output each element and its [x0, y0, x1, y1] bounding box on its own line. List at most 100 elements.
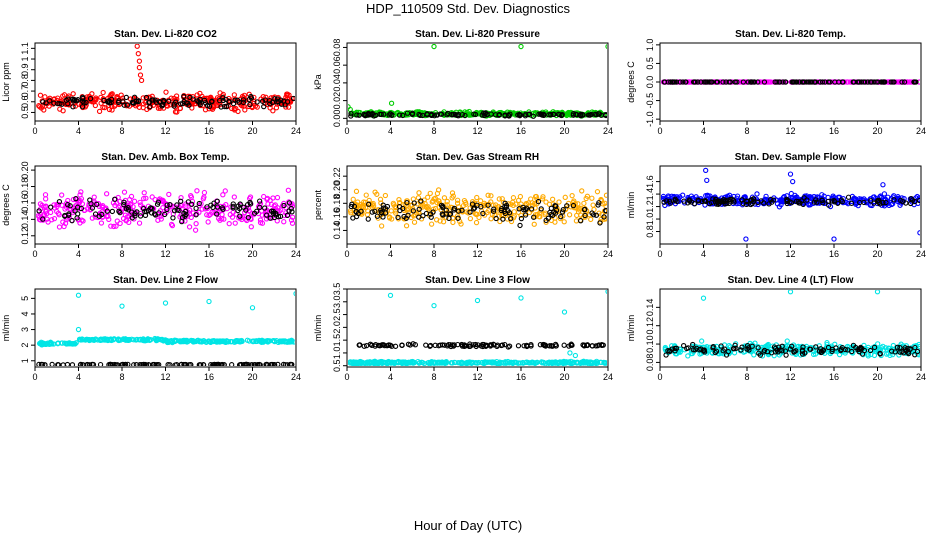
- data-point: [137, 361, 143, 366]
- y-tick-label: 0.8: [645, 225, 655, 238]
- data-point: [880, 182, 886, 188]
- data-point: [78, 205, 84, 212]
- data-point: [480, 110, 487, 116]
- data-point: [806, 202, 812, 208]
- data-point: [469, 201, 476, 207]
- data-point: [144, 337, 150, 343]
- data-point: [584, 193, 591, 199]
- data-point: [699, 338, 705, 344]
- y-tick-label: 3.0: [332, 296, 342, 309]
- data-points: [661, 79, 920, 85]
- data-point: [776, 352, 782, 358]
- x-tick-label: 20: [247, 126, 257, 136]
- data-point: [163, 89, 169, 95]
- data-point: [284, 91, 290, 97]
- y-tick-label: 3.5: [332, 283, 342, 296]
- data-point: [216, 338, 223, 344]
- data-point: [425, 194, 431, 200]
- data-point: [587, 359, 593, 365]
- y-axis-label: degrees C: [1, 184, 11, 226]
- data-point: [89, 97, 95, 103]
- data-point: [248, 224, 254, 230]
- data-point: [883, 199, 889, 206]
- data-point: [744, 342, 751, 349]
- data-point: [871, 352, 878, 359]
- data-point: [532, 193, 539, 200]
- data-point: [42, 192, 49, 198]
- data-point: [809, 79, 815, 85]
- data-point: [123, 94, 129, 101]
- data-point: [714, 79, 721, 85]
- data-point: [411, 200, 417, 206]
- data-point: [718, 343, 724, 349]
- data-point: [604, 360, 607, 366]
- data-point: [286, 200, 293, 206]
- data-point: [141, 190, 147, 196]
- data-point: [135, 51, 141, 57]
- data-point: [382, 192, 389, 199]
- data-point: [206, 103, 213, 110]
- y-tick-label: 0.14: [645, 299, 655, 317]
- data-point: [507, 111, 513, 117]
- data-point: [265, 201, 271, 207]
- data-point: [249, 305, 256, 311]
- data-point: [572, 111, 579, 117]
- data-point: [703, 167, 709, 174]
- data-point: [97, 337, 103, 343]
- data-point: [120, 361, 126, 366]
- data-point: [807, 346, 813, 352]
- data-point: [787, 346, 793, 352]
- data-point: [196, 362, 202, 366]
- data-point: [442, 360, 448, 366]
- data-point: [912, 352, 918, 358]
- data-point: [768, 350, 775, 356]
- data-point: [440, 219, 447, 225]
- data-point: [245, 215, 251, 221]
- data-point: [472, 111, 479, 118]
- data-point: [270, 361, 276, 366]
- y-tick-label: 0.16: [20, 194, 30, 212]
- data-point: [476, 214, 482, 221]
- data-point: [73, 195, 79, 202]
- data-point: [602, 200, 607, 206]
- y-tick-label: 1.0: [332, 347, 342, 360]
- data-point: [173, 93, 180, 99]
- data-point: [521, 343, 527, 349]
- data-point: [742, 79, 748, 85]
- data-point: [746, 347, 752, 353]
- y-tick-label: 0.06: [332, 56, 342, 74]
- data-point: [220, 338, 226, 345]
- data-point: [558, 214, 564, 220]
- data-point: [509, 360, 515, 366]
- data-point: [579, 188, 585, 194]
- data-point: [417, 112, 423, 119]
- data-point: [285, 187, 292, 193]
- data-point: [881, 79, 887, 85]
- data-point: [833, 345, 839, 351]
- data-point: [485, 192, 491, 198]
- data-point: [585, 112, 592, 118]
- data-point: [91, 194, 97, 200]
- x-tick-label: 16: [204, 372, 214, 382]
- data-point: [709, 350, 716, 356]
- data-point: [193, 212, 199, 218]
- data-point: [865, 351, 871, 357]
- data-point: [197, 96, 203, 102]
- data-point: [399, 359, 405, 366]
- data-point: [366, 201, 372, 207]
- data-point: [593, 212, 600, 218]
- data-point: [196, 200, 202, 207]
- data-point: [677, 346, 683, 352]
- data-point: [423, 210, 430, 217]
- data-point: [896, 352, 902, 358]
- data-point: [813, 344, 819, 350]
- data-point: [36, 208, 42, 214]
- data-point: [111, 223, 117, 230]
- data-point: [133, 362, 140, 366]
- data-point: [665, 347, 671, 354]
- data-point: [682, 79, 689, 85]
- data-point: [399, 342, 405, 348]
- data-point: [241, 361, 247, 366]
- x-tick-label: 4: [388, 126, 393, 136]
- data-point: [463, 209, 470, 215]
